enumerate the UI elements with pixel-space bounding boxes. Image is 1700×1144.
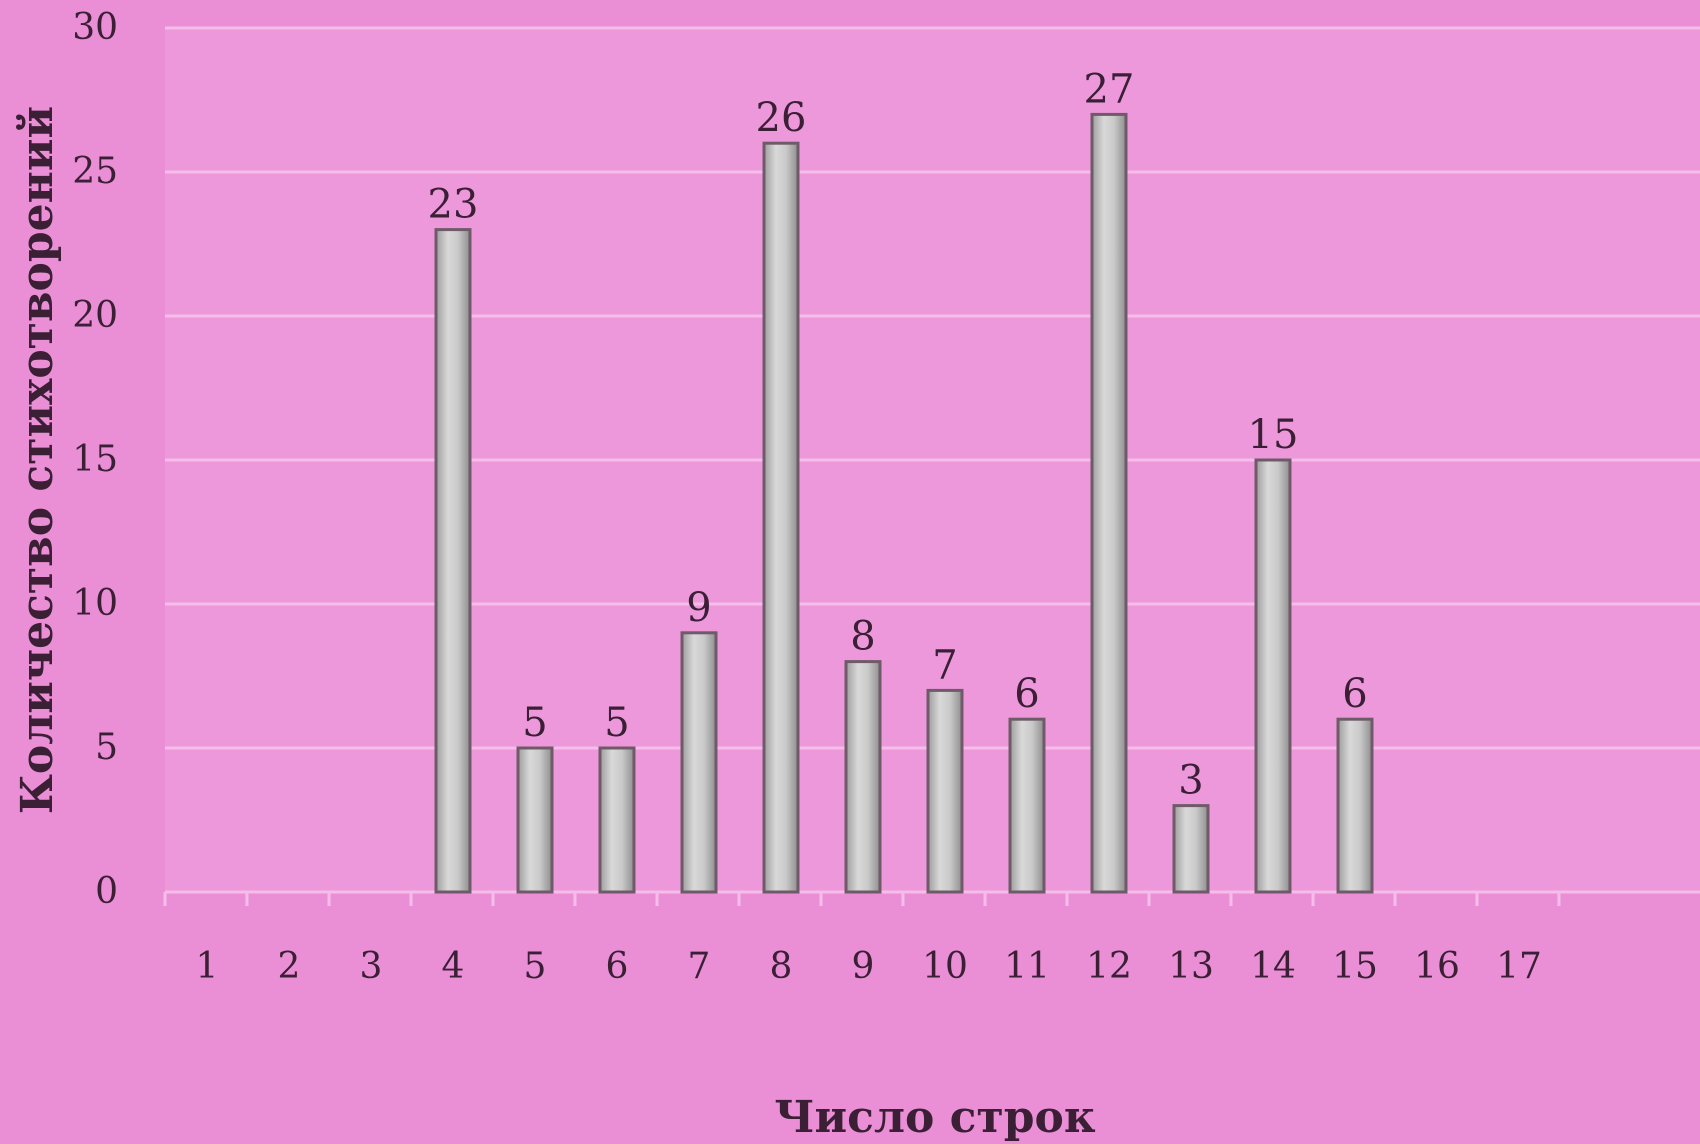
- x-tick-label-5: 5: [524, 946, 547, 987]
- bars: [434, 112, 1374, 894]
- x-tick-label-6: 6: [606, 946, 629, 987]
- bar-12: [1090, 112, 1128, 894]
- data-label-12: 27: [1084, 66, 1135, 112]
- bar-4: [434, 228, 472, 894]
- y-tick-label: 0: [95, 871, 118, 912]
- data-labels: 23 5 5 9 26 8 7 6 27 3 15 6: [428, 66, 1368, 803]
- bar-5: [516, 746, 554, 894]
- x-tick-label-7: 7: [688, 946, 711, 987]
- x-tick-label-17: 17: [1496, 946, 1542, 987]
- data-label-11: 6: [1014, 671, 1039, 717]
- x-tick-label-4: 4: [442, 946, 465, 987]
- x-tick-label-10: 10: [922, 946, 968, 987]
- bar-11: [1008, 717, 1046, 894]
- data-label-10: 7: [932, 642, 957, 688]
- y-tick-label: 25: [72, 151, 118, 192]
- bar-10: [926, 688, 964, 894]
- data-label-13: 3: [1178, 758, 1203, 804]
- x-tick-label-16: 16: [1414, 946, 1460, 987]
- bar-13: [1172, 804, 1210, 894]
- y-axis-title: Количество стихотворений: [12, 106, 63, 814]
- bar-15: [1336, 717, 1374, 894]
- y-tick-label: 30: [72, 7, 118, 48]
- x-tick-label-15: 15: [1332, 946, 1378, 987]
- gridlines: [165, 26, 1700, 750]
- data-label-5: 5: [522, 700, 547, 746]
- bar-14: [1254, 458, 1292, 894]
- y-tick-label: 20: [72, 295, 118, 336]
- data-label-15: 6: [1342, 671, 1367, 717]
- y-tick-label: 5: [95, 727, 118, 768]
- bar-8: [762, 141, 800, 894]
- x-tick-label-1: 1: [196, 946, 219, 987]
- bar-7: [680, 631, 718, 894]
- x-tick-label-2: 2: [278, 946, 301, 987]
- x-tick-label-14: 14: [1250, 946, 1296, 987]
- x-tick-label-11: 11: [1004, 946, 1050, 987]
- bar-6: [598, 746, 636, 894]
- x-axis-title: Число строк: [774, 1092, 1095, 1143]
- bar-9: [844, 660, 882, 894]
- data-label-9: 8: [850, 614, 875, 660]
- data-label-8: 26: [756, 95, 807, 141]
- data-label-14: 15: [1248, 412, 1299, 458]
- axes: [163, 890, 1700, 906]
- x-tick-label-3: 3: [360, 946, 383, 987]
- y-tick-label: 15: [72, 439, 118, 480]
- x-tick-label-8: 8: [770, 946, 793, 987]
- data-label-6: 5: [604, 700, 629, 746]
- y-tick-label: 10: [72, 583, 118, 624]
- x-tick-label-12: 12: [1086, 946, 1132, 987]
- data-label-7: 9: [686, 585, 711, 631]
- x-tick-label-9: 9: [852, 946, 875, 987]
- x-tick-label-13: 13: [1168, 946, 1214, 987]
- data-label-4: 23: [428, 182, 479, 228]
